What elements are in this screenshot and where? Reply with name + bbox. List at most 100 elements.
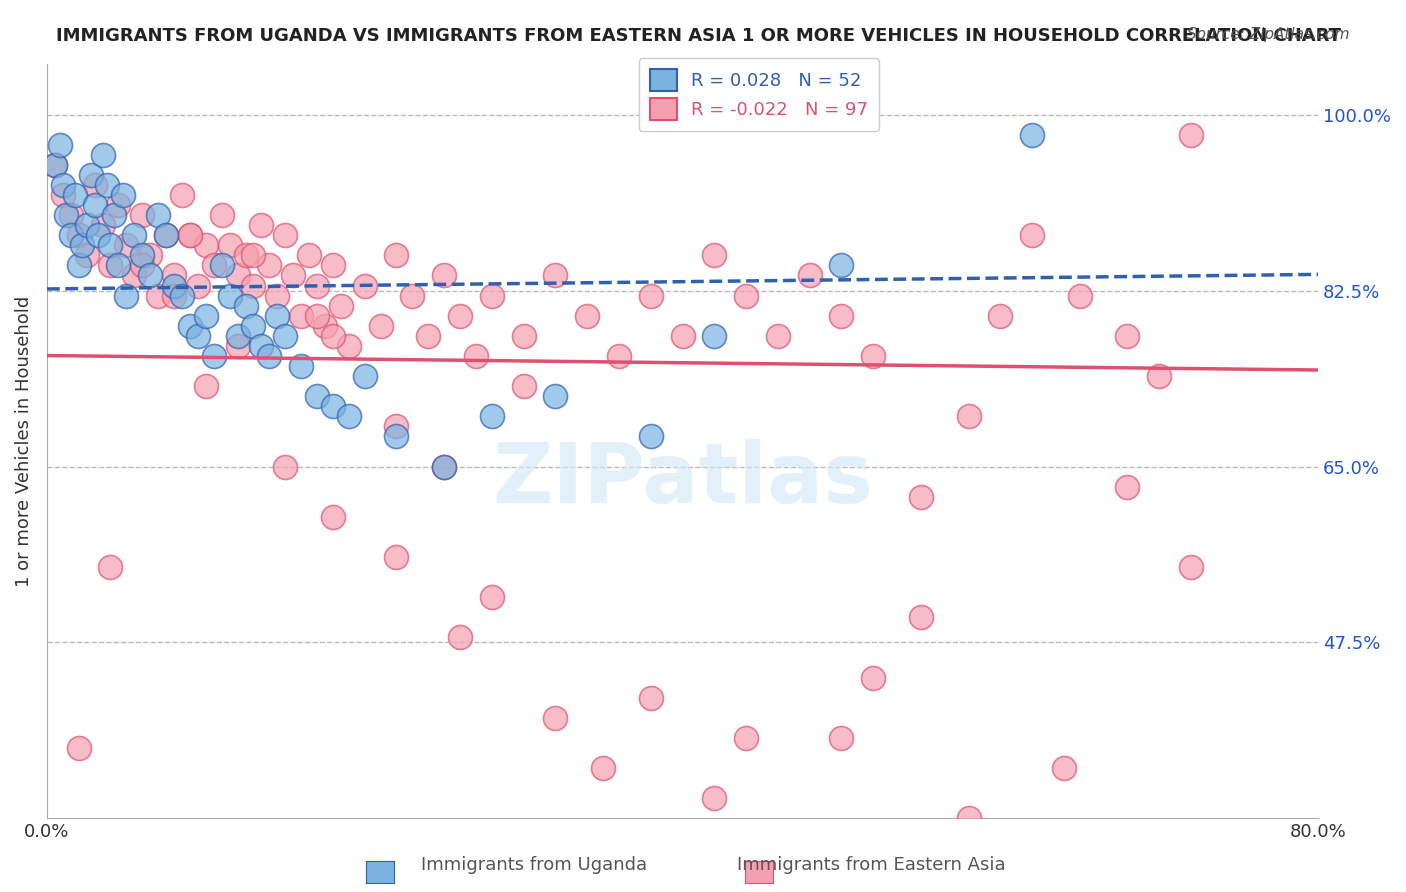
Point: [59, 228, 82, 243]
Point: [226, 268, 249, 283]
Point: [115, 288, 138, 302]
Point: [131, 248, 153, 262]
Point: [100, 238, 122, 252]
Point: [988, 309, 1011, 323]
Point: [1116, 328, 1139, 343]
Point: [703, 791, 725, 805]
Point: [179, 318, 201, 333]
Point: [155, 228, 177, 243]
Point: [274, 459, 297, 474]
Point: [401, 288, 423, 302]
Point: [235, 299, 257, 313]
Point: [449, 631, 471, 645]
Point: [163, 288, 186, 302]
Legend: R = 0.028   N = 52, R = -0.022   N = 97: R = 0.028 N = 52, R = -0.022 N = 97: [638, 58, 879, 131]
Point: [266, 288, 288, 302]
Point: [76, 248, 98, 262]
Point: [385, 248, 408, 262]
Point: [353, 278, 375, 293]
Point: [735, 731, 758, 745]
Point: [179, 228, 201, 243]
Point: [433, 268, 456, 283]
Point: [322, 328, 344, 343]
Text: IMMIGRANTS FROM UGANDA VS IMMIGRANTS FROM EASTERN ASIA 1 OR MORE VEHICLES IN HOU: IMMIGRANTS FROM UGANDA VS IMMIGRANTS FRO…: [56, 27, 1341, 45]
Point: [112, 188, 135, 202]
Point: [179, 228, 201, 243]
Point: [226, 328, 249, 343]
Point: [194, 238, 217, 252]
Point: [242, 318, 264, 333]
Point: [544, 268, 567, 283]
Point: [830, 731, 852, 745]
Point: [465, 349, 488, 363]
Point: [139, 248, 162, 262]
Point: [44, 158, 66, 172]
Text: ZIPatlas: ZIPatlas: [492, 439, 873, 520]
Point: [48, 137, 70, 152]
Text: Immigrants from Eastern Asia: Immigrants from Eastern Asia: [737, 856, 1007, 874]
Point: [235, 248, 257, 262]
Point: [131, 208, 153, 222]
Point: [433, 459, 456, 474]
Point: [103, 208, 125, 222]
Point: [576, 309, 599, 323]
Point: [1069, 288, 1091, 302]
Point: [481, 288, 503, 302]
Point: [337, 409, 360, 424]
Point: [194, 379, 217, 393]
Point: [80, 168, 103, 182]
Point: [481, 591, 503, 605]
Point: [298, 248, 321, 262]
Point: [957, 409, 980, 424]
Point: [202, 349, 225, 363]
Point: [52, 188, 75, 202]
Point: [322, 509, 344, 524]
Point: [385, 429, 408, 443]
Point: [115, 238, 138, 252]
Point: [862, 349, 884, 363]
Point: [305, 389, 328, 403]
Point: [91, 218, 114, 232]
Point: [283, 268, 305, 283]
Point: [1180, 128, 1202, 142]
Point: [250, 339, 273, 353]
Point: [100, 560, 122, 574]
Point: [290, 309, 312, 323]
Point: [139, 268, 162, 283]
Point: [70, 238, 93, 252]
Point: [218, 238, 240, 252]
Point: [607, 349, 630, 363]
Point: [96, 178, 118, 192]
Point: [170, 288, 193, 302]
Point: [187, 328, 209, 343]
Point: [52, 178, 75, 192]
Point: [370, 318, 392, 333]
Point: [170, 188, 193, 202]
Point: [640, 429, 662, 443]
Point: [146, 208, 169, 222]
Point: [1021, 228, 1043, 243]
Point: [512, 379, 534, 393]
Point: [830, 309, 852, 323]
Point: [67, 741, 90, 756]
Point: [266, 309, 288, 323]
Point: [830, 259, 852, 273]
Point: [1053, 761, 1076, 775]
Point: [305, 278, 328, 293]
Point: [131, 259, 153, 273]
Point: [957, 812, 980, 826]
Point: [107, 198, 129, 212]
Point: [67, 259, 90, 273]
Point: [87, 228, 110, 243]
Point: [544, 711, 567, 725]
Point: [163, 278, 186, 293]
Point: [329, 299, 352, 313]
Point: [100, 259, 122, 273]
Point: [433, 459, 456, 474]
Point: [242, 278, 264, 293]
Point: [65, 188, 87, 202]
Point: [385, 549, 408, 564]
Point: [274, 228, 297, 243]
Point: [259, 349, 281, 363]
Point: [353, 369, 375, 384]
